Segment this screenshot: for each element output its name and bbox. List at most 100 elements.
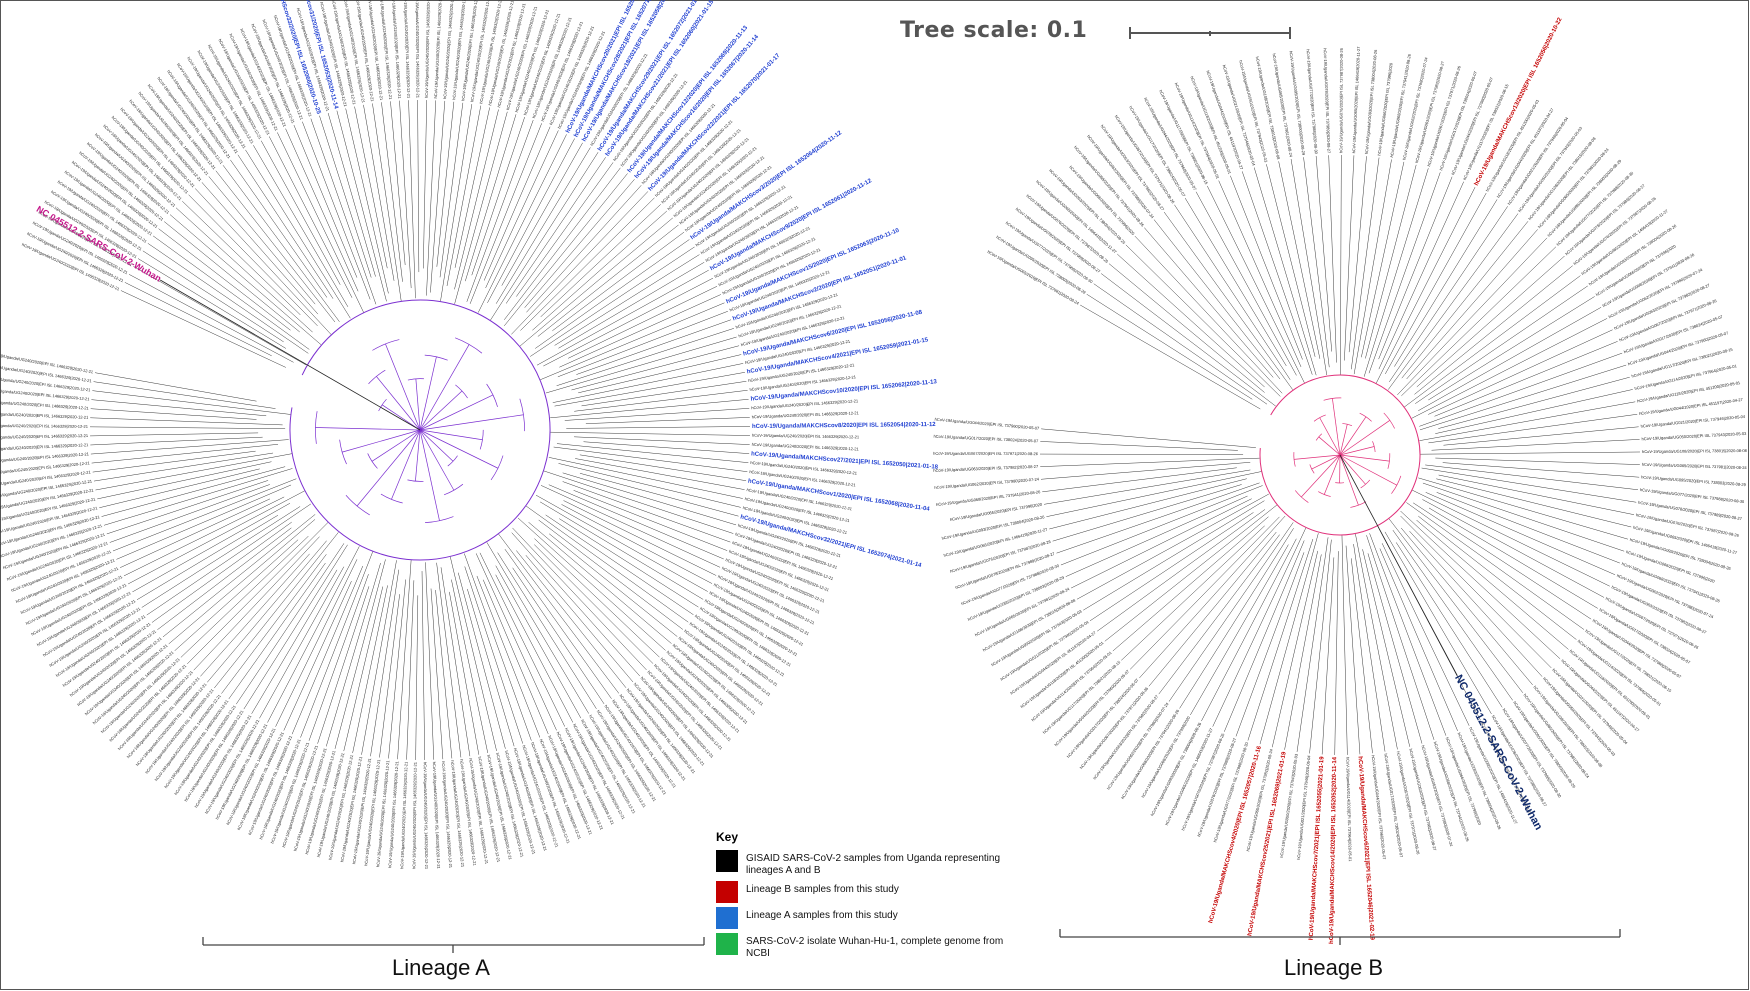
tree-branch [1418,477,1629,540]
tree-branch [1040,462,1251,480]
key-swatch-red [716,881,738,903]
gisaid-tip-label: hCoV-19/Uganda/UG240/2020|EPI ISL 146632… [433,0,443,98]
tree-branch [94,372,257,402]
tree-branch [487,138,575,304]
internal-branch [419,414,524,431]
clade-arc [380,493,403,504]
tree-branch [469,123,542,304]
tree-branch [1392,529,1513,701]
tree-branch [1101,273,1276,407]
gisaid-tip-label: hCoV-19/Uganda/UG021/2020|EPI ISL 737946… [1551,667,1629,746]
tree-branch [543,470,734,534]
clade-arc [1315,433,1323,441]
tree-branch [1195,191,1297,376]
tree-branch [475,553,557,731]
tree-branch [1428,296,1595,401]
tree-branch [1247,538,1314,741]
tree-branch [354,106,388,269]
tree-branch [372,103,402,302]
tree-branch [123,496,285,577]
gisaid-tip-label: hCoV-19/Uganda/UG017/2020|EPI ISL 738024… [933,434,1039,444]
tree-branch [1184,197,1287,367]
gisaid-tip-label: hCoV-19/Uganda/UG240/2020|EPI ISL 146632… [0,442,89,452]
gisaid-tip-label: hCoV-19/Uganda/UG021/2020|EPI ISL 737946… [1296,754,1312,860]
tree-branch [103,468,293,526]
gisaid-tip-label: hCoV-19/Uganda/UG065/2020|EPI ISL 737981… [1642,462,1748,470]
gisaid-tip-label: hCoV-19/Uganda/UG062/2020|EPI ISL 737980… [934,476,1040,490]
tree-branch [1438,376,1630,429]
tree-branch [327,112,376,277]
tree-branch [436,562,462,758]
tree-branch [417,100,420,273]
gisaid-tip-label: hCoV-19/Uganda/UG240/2020|EPI ISL 146632… [752,442,860,452]
tree-branch [1334,551,1339,755]
tree-branch [1083,500,1265,611]
tree-branch [1040,453,1244,455]
clade-arc [447,455,458,467]
tree-branch [540,204,661,318]
gisaid-tip-label: hCoV-19/Uganda/UG108/2020|EPI ISL 738015… [1642,448,1748,454]
tree-branch [1309,539,1332,754]
root-branch [159,279,421,431]
tree-branch [483,126,551,281]
tree-branch [1112,516,1269,652]
tree-branch [1104,504,1278,642]
tree-branch [581,381,747,407]
gisaid-tip-label: hCoV-19/Uganda/UG240/2020|EPI ISL 146632… [752,410,860,419]
tree-branch [336,110,387,302]
clade-arc [1342,423,1353,427]
gisaid-tip-label: hCoV-19/Uganda/UG050/2020|EPI ISL 737943… [1641,431,1747,441]
tree-branch [540,485,721,568]
gisaid-tip-label: hCoV-19/Uganda/UG093/2020|EPI ISL 738004… [1364,49,1378,155]
tree-branch [495,565,582,719]
clade-arc [455,337,483,354]
lineage-b-tree: hCoV-19/Uganda/UG065/2020|EPI ISL 737981… [933,16,1748,944]
tree-branch [1163,211,1294,390]
tree-branch [578,354,742,394]
tree-branch [563,500,717,576]
clade-arc [339,439,347,465]
tree-branch [310,118,377,305]
tree-branch [214,532,339,689]
tree-branch [554,372,745,407]
tree-branch [579,473,739,517]
internal-branch [419,429,455,491]
tree-branch [1435,389,1633,434]
tree-branch [275,559,358,727]
tree-branch [168,519,316,645]
tree-branch [90,408,257,420]
tree-branch [530,246,695,357]
gisaid-tip-label: hCoV-19/Uganda/UG117/2020|EPI ISL 738021… [1631,346,1734,378]
internal-branch [1311,454,1341,470]
tree-branch [528,522,672,644]
tree-branch [151,521,292,623]
tree-branch [1363,168,1429,377]
tree-branch [1353,544,1386,752]
tree-branch [1348,156,1367,353]
tree-branch [381,102,403,282]
tree-branch [478,134,567,313]
tree-branch [326,562,381,747]
tree-branch [1290,158,1327,376]
tree-branch [1303,157,1330,368]
tree-branch [1409,530,1543,677]
tree-branch [552,231,685,332]
gisaid-tip-label: hCoV-19/Uganda/UG077/2020|EPI ISL 737988… [1306,49,1319,155]
internal-branch [419,356,437,431]
tree-branch [245,149,351,319]
internal-branch [1319,417,1341,456]
tree-branch [300,551,374,738]
tree-branch [465,114,517,282]
tree-branch [454,107,490,268]
tree-branch [449,591,480,755]
tree-branch [1404,275,1581,408]
tree-branch [141,506,301,608]
tree-branch [188,194,318,327]
tree-branch [90,426,286,429]
tree-branch [1355,533,1398,750]
gisaid-tip-label: hCoV-19/Uganda/UG240/2020|EPI ISL 146632… [415,0,421,99]
tree-branch [91,444,279,464]
tree-branch [553,446,748,472]
clade-arc [519,398,525,432]
tree-branch [90,417,283,426]
